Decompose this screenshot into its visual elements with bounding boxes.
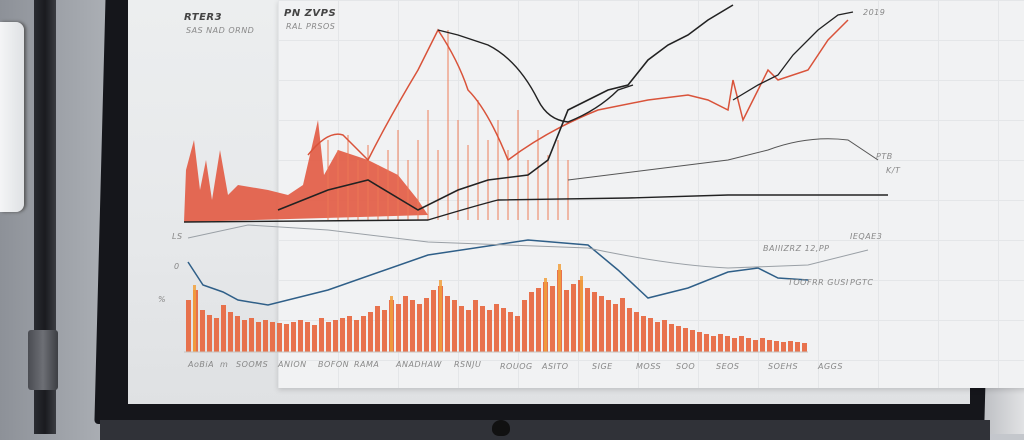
lamp-pole <box>34 0 56 434</box>
x-tick: SIGE <box>592 362 613 371</box>
top-end-label: 2019 <box>863 8 886 17</box>
x-tick: RAMA <box>354 360 380 369</box>
apple-logo-icon <box>492 420 510 436</box>
x-tick: SOO <box>676 362 696 371</box>
monitor-chin <box>100 420 990 440</box>
x-tick: ANADHAW <box>396 360 442 369</box>
x-tick: ASITO <box>542 362 569 371</box>
x-tick: ROUOG <box>500 362 533 371</box>
left-label-2: 0 <box>174 262 180 271</box>
top-title-left: RTER3 <box>184 12 223 23</box>
blue-line <box>187 239 809 306</box>
red-line <box>307 19 849 162</box>
x-tick: BOFON <box>318 360 350 369</box>
black-right-line <box>732 11 854 101</box>
lamp-joint <box>28 330 58 390</box>
black-peak-line <box>437 29 634 123</box>
grey-line <box>567 138 879 181</box>
monitor-screen: RTER3 SAS NAD ORND PN ZVPS RAL PRSOS 201… <box>128 0 1024 404</box>
left-label-1: LS <box>172 232 183 241</box>
bottom-bars <box>186 270 807 352</box>
charts-svg <box>183 4 888 353</box>
legend-bottom: TOOFRR GUSI <box>788 278 849 287</box>
top-title-right: PN ZVPS <box>284 8 337 19</box>
x-tick: ANION <box>278 360 307 369</box>
x-tick: m <box>220 360 229 369</box>
x-tick: MOSS <box>636 362 662 371</box>
x-tick: SEOS <box>716 362 740 371</box>
x-tick: AGGS <box>818 362 843 371</box>
side-label-2: K/T <box>886 166 901 175</box>
x-tick: AoBiA <box>188 360 215 369</box>
side-label-1: PTB <box>876 152 893 161</box>
black-line <box>277 4 734 211</box>
top-red-area <box>184 120 428 222</box>
left-label-3: % <box>158 295 167 304</box>
desk-lamp <box>0 22 24 212</box>
top-spikes <box>327 30 569 220</box>
legend-bottom-right: PGTC <box>850 278 874 287</box>
x-tick: SOOMS <box>236 360 269 369</box>
black-baseline <box>183 194 888 223</box>
top-subtitle-right: RAL PRSOS <box>286 22 336 31</box>
legend-top: BAIIIZRZ 12,PP <box>763 244 830 253</box>
x-tick: RSNJU <box>454 360 482 369</box>
x-tick: SOEHS <box>768 362 799 371</box>
bottom-bar-highlights <box>193 264 583 352</box>
top-subtitle-left: SAS NAD ORND <box>186 26 255 35</box>
legend-top-right: IEQAE3 <box>850 232 883 241</box>
grey-upper-line <box>187 224 869 269</box>
